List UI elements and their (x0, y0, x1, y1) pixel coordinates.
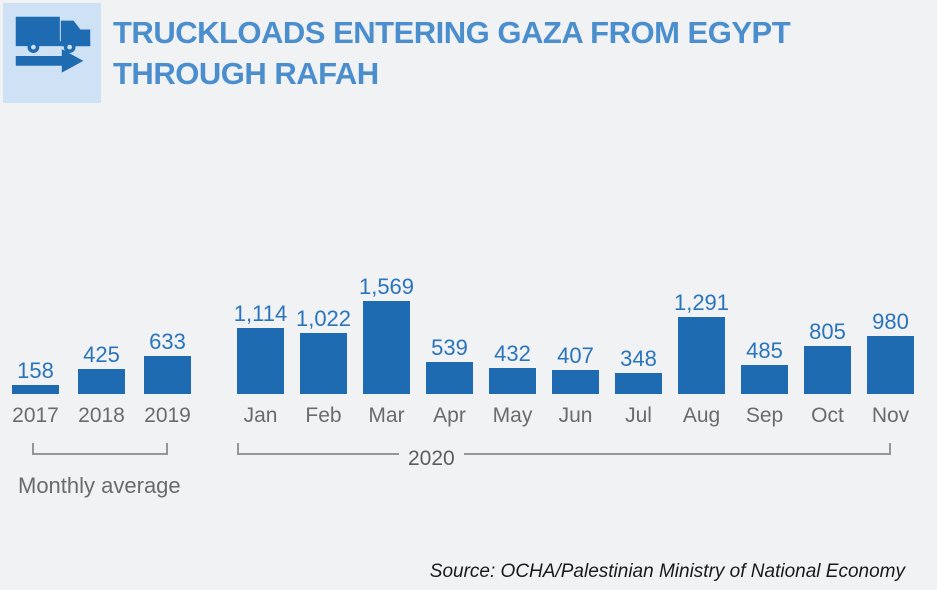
bar-value-label: 485 (746, 338, 783, 363)
header-icon-box (3, 3, 101, 103)
bar-value-label: 539 (431, 335, 468, 360)
bar-category-label: Feb (305, 404, 342, 427)
bar-2017: 158 2017 (12, 358, 59, 427)
bar-value-label: 1,022 (295, 306, 352, 331)
bar-category-label: Mar (368, 404, 405, 427)
bar-oct: 805 Oct (804, 319, 851, 427)
bar-2018: 425 2018 (78, 342, 125, 427)
bar-category-label: 2018 (78, 404, 125, 427)
bar-jul: 348 Jul (615, 346, 662, 427)
page-title-line2: THROUGH RAFAH (113, 56, 379, 91)
year-2020-bracket (237, 443, 891, 455)
bar-apr: 539 Apr (426, 335, 473, 427)
bar-category-label: Sep (745, 404, 784, 427)
bar-sep: 485 Sep (741, 338, 788, 427)
truck-arrow-icon (15, 16, 91, 73)
bar-may: 432 May (489, 341, 536, 427)
truck-icon (15, 16, 91, 53)
bar-category-label: Oct (811, 404, 844, 427)
bar-nov: 980 Nov (867, 309, 914, 427)
monthly-average-label: Monthly average (18, 473, 181, 498)
page-title-line1: TRUCKLOADS ENTERING GAZA FROM EGYPT (113, 15, 791, 50)
source-credit: Source: OCHA/Palestinian Ministry of Nat… (429, 561, 905, 582)
bar-value-label: 407 (557, 343, 594, 368)
bar-category-label: Jul (625, 404, 652, 427)
bar-jun: 407 Jun (552, 343, 599, 427)
monthly-average-bracket (32, 443, 168, 455)
bar-value-label: 1,569 (358, 274, 415, 299)
bar-value-label: 425 (83, 342, 120, 367)
bar-aug: 1,291 Aug (674, 290, 729, 427)
bar-value-label: 1,291 (673, 290, 730, 315)
bar-value-label: 432 (494, 341, 531, 366)
bar-group-2020: 1,114 Jan 1,022 Feb 1,569 Mar 539 Apr 432 May 407 J… (234, 274, 914, 427)
page-title: TRUCKLOADS ENTERING GAZA FROM EGYPT THRO… (113, 12, 791, 94)
bar-category-label: Apr (433, 404, 466, 427)
bar-value-label: 348 (620, 346, 657, 371)
bar-value-label: 980 (872, 309, 909, 334)
bar-feb: 1,022 Feb (296, 306, 351, 427)
bar-category-label: Jan (243, 404, 278, 427)
bar-mar: 1,569 Mar (359, 274, 414, 427)
bar-value-label: 633 (149, 329, 186, 354)
bar-group-monthly-average: 158 2017 425 2018 633 2019 (12, 329, 191, 427)
bar-value-label: 1,114 (233, 301, 288, 326)
bar-category-label: Jun (558, 404, 593, 427)
bar-jan: 1,114 Jan (234, 301, 287, 427)
year-2020-label: 2020 (399, 446, 464, 471)
bar-value-label: 158 (17, 358, 54, 383)
bar-category-label: Aug (682, 404, 721, 427)
bar-category-label: 2019 (144, 404, 191, 427)
bar-2019: 633 2019 (144, 329, 191, 427)
bar-value-label: 805 (809, 319, 846, 344)
bar-chart: 158 2017 425 2018 633 2019 1,114 Jan 1,022 Feb 1,… (12, 274, 914, 427)
bar-category-label: 2017 (12, 404, 59, 427)
arrow-right-icon (15, 49, 84, 73)
bar-category-label: Nov (871, 404, 910, 427)
bar-category-label: May (492, 404, 533, 427)
